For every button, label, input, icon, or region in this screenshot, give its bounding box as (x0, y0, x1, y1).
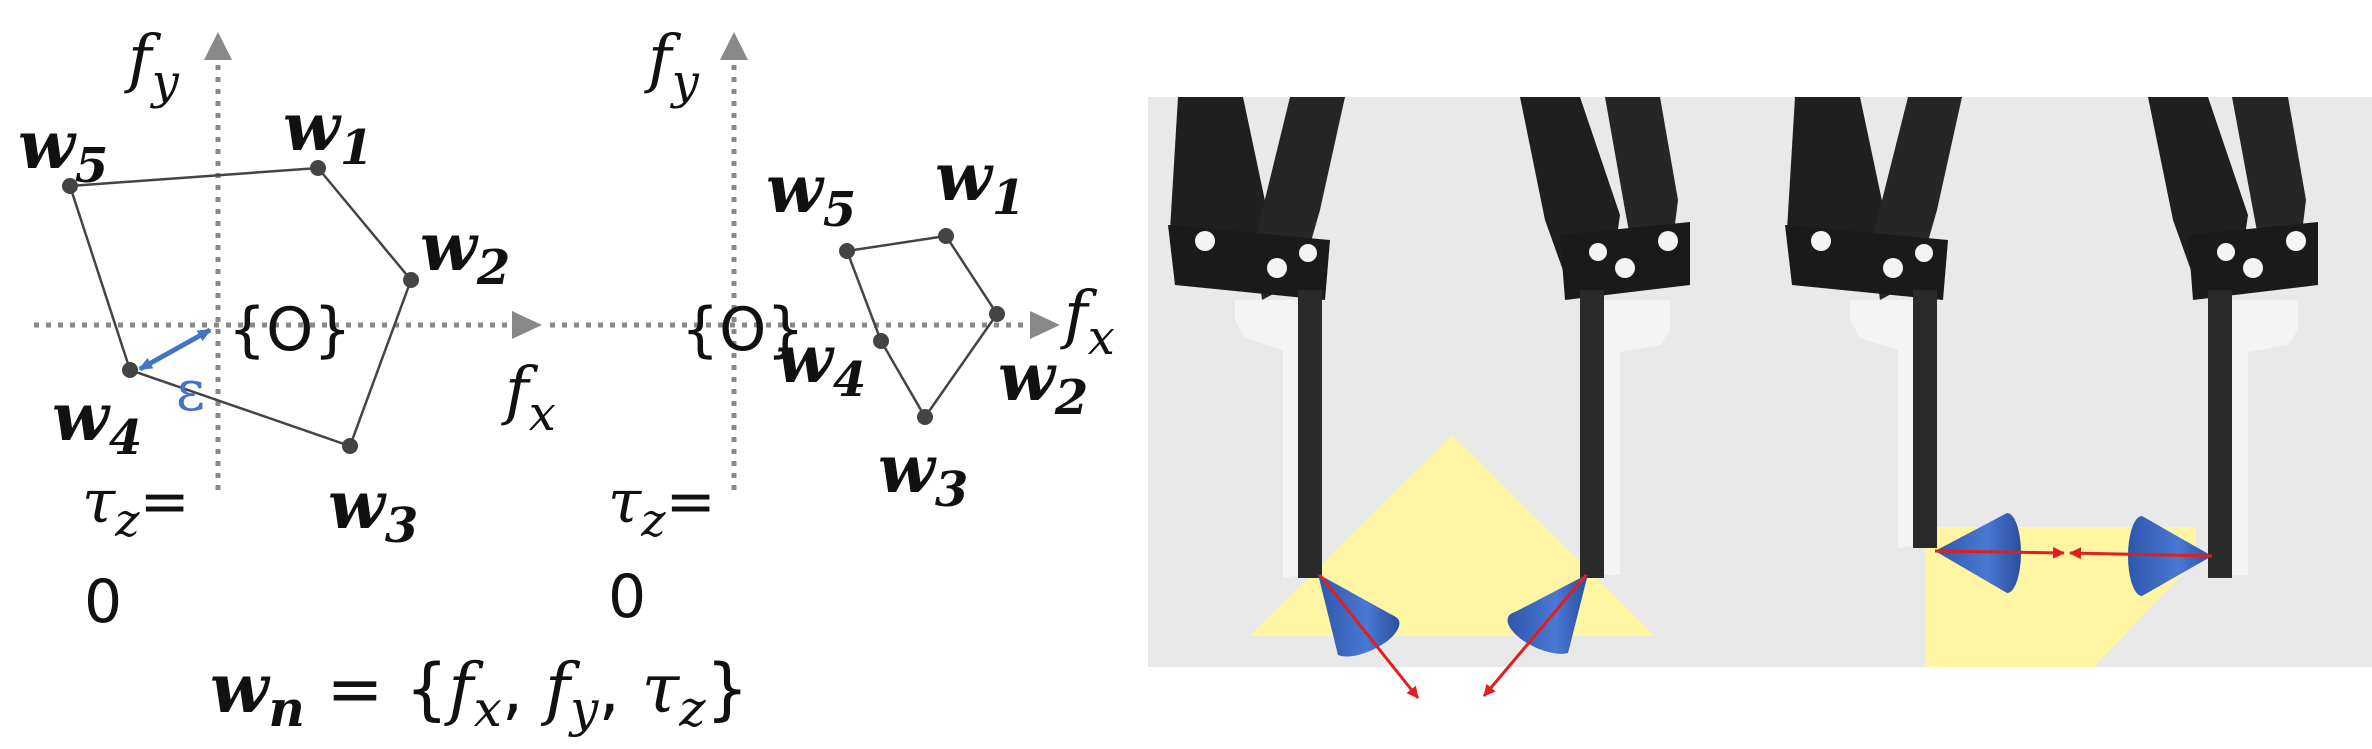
pivot-icon (2243, 258, 2263, 278)
friction-cone-icon (1318, 574, 1400, 657)
left-label-w5: w5 (18, 106, 108, 194)
wrench-formula: wn = {fx, fy, τz} (210, 649, 749, 738)
left-vertex-w4 (122, 362, 138, 378)
pivot-icon (1589, 243, 1607, 261)
left-label-w1: w1 (283, 88, 373, 176)
contact-force-arrow (1318, 574, 1420, 699)
right-tau-value: 0 (608, 562, 646, 632)
pivot-icon (1195, 231, 1215, 251)
contact-force-arrow (1482, 574, 1588, 697)
right-label-w2: w2 (998, 338, 1088, 426)
left-vertex-w1 (310, 160, 326, 176)
left-tau-label: τz= (82, 467, 190, 547)
right-label-w3: w3 (878, 430, 968, 518)
left-fx-arrowhead (512, 311, 542, 339)
right-vertex-w5 (839, 243, 855, 259)
gripper-left-finger-pad (1235, 300, 1300, 578)
right-vertex-w1 (938, 228, 954, 244)
contact-force-arrow (2069, 547, 2213, 560)
left-vertex-w2 (403, 272, 419, 288)
contact-force-arrow (1934, 546, 2065, 559)
right-vertex-w4 (873, 333, 889, 349)
pivot-icon (1299, 244, 1317, 262)
pivot-icon (2217, 243, 2235, 261)
gripper-left-finger (1298, 290, 1322, 578)
left-vertex-w5 (62, 178, 78, 194)
right-wrench-diagram: fy fx {O} w5 w1 w4 w2 w3 τz= 0 (550, 22, 1115, 632)
pivot-icon (1915, 244, 1933, 262)
gripper-left (1168, 97, 1690, 699)
left-wrench-polygon (68, 166, 413, 448)
right-wrench-polygon (845, 234, 999, 420)
epsilon-arrow (138, 327, 212, 372)
right-tau-label: τz= (608, 467, 716, 547)
triangle-object (1250, 435, 1655, 636)
gripper-right (1785, 97, 2318, 596)
left-label-w4: w4 (52, 378, 142, 466)
right-label-w5: w5 (766, 150, 856, 238)
friction-cone-icon (1507, 574, 1588, 654)
left-fy-arrowhead (204, 32, 232, 60)
right-fy-label: fy (644, 22, 700, 110)
pivot-icon (1267, 258, 1287, 278)
pivot-icon (1615, 258, 1635, 278)
gripper-left-finger-pad-2 (1600, 300, 1670, 575)
right-fx-label: fx (1060, 278, 1115, 366)
left-label-w2: w2 (420, 208, 510, 296)
pivot-icon (2286, 231, 2306, 251)
left-origin-label: {O} (228, 295, 352, 365)
gripper-right-finger-pad-2 (2228, 300, 2298, 575)
right-label-w4: w4 (776, 320, 866, 408)
gripper-right-finger-pad (1850, 300, 1915, 548)
left-tau-value: 0 (84, 567, 122, 637)
left-vertex-w3 (342, 438, 358, 454)
pivot-icon (1658, 231, 1678, 251)
right-vertex-w3 (917, 409, 933, 425)
gripper-right-finger-2 (2208, 290, 2232, 578)
pivot-icon (1883, 258, 1903, 278)
right-vertex-w2 (989, 306, 1005, 322)
right-origin-label: {O} (681, 295, 805, 365)
right-fy-arrowhead (720, 32, 748, 60)
left-fy-label: fy (124, 22, 180, 110)
left-label-w3: w3 (328, 466, 418, 554)
left-fx-label: fx (501, 354, 556, 442)
gripper-right-finger (1913, 290, 1937, 548)
gripper-left-finger-2 (1580, 290, 1604, 578)
pivot-icon (1811, 231, 1831, 251)
gripper-render-panel (1148, 97, 2372, 699)
right-label-w1: w1 (935, 138, 1025, 226)
right-fx-arrowhead (1030, 311, 1060, 339)
left-wrench-diagram: ε fy fx {O} w5 w1 w2 w4 w3 τz= 0 (18, 22, 556, 637)
epsilon-label: ε (176, 359, 205, 424)
